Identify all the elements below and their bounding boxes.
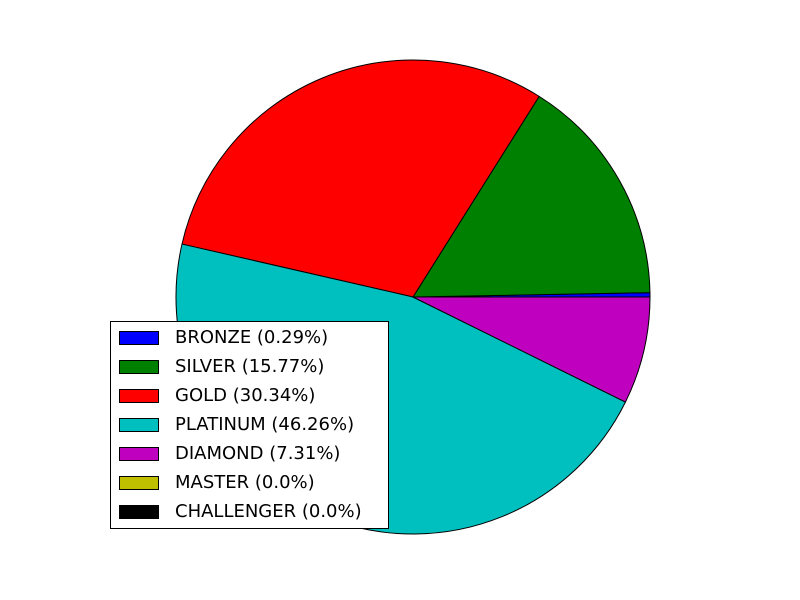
- legend-item-master: MASTER (0.0%): [111, 471, 388, 495]
- legend-label: PLATINUM (46.26%): [175, 414, 355, 435]
- legend-swatch: [119, 331, 159, 345]
- pie-slice-silver: [412, 95, 651, 298]
- legend-item-silver: SILVER (15.77%): [111, 355, 388, 379]
- legend-item-platinum: PLATINUM (46.26%): [111, 413, 388, 437]
- pie-slice-diamond: [412, 296, 651, 403]
- legend-item-gold: GOLD (30.34%): [111, 384, 388, 408]
- legend-item-diamond: DIAMOND (7.31%): [111, 442, 388, 466]
- legend-swatch: [119, 447, 159, 461]
- legend-label: DIAMOND (7.31%): [175, 443, 341, 464]
- legend-item-challenger: CHALLENGER (0.0%): [111, 500, 388, 524]
- legend-swatch: [119, 505, 159, 519]
- legend-label: GOLD (30.34%): [175, 385, 316, 406]
- legend-swatch: [119, 389, 159, 403]
- legend-swatch: [119, 418, 159, 432]
- legend-label: CHALLENGER (0.0%): [175, 501, 362, 522]
- legend-label: SILVER (15.77%): [175, 356, 325, 377]
- legend-label: BRONZE (0.29%): [175, 327, 329, 348]
- legend-swatch: [119, 476, 159, 490]
- legend: BRONZE (0.29%) SILVER (15.77%) GOLD (30.34…: [110, 321, 389, 529]
- legend-label: MASTER (0.0%): [175, 472, 315, 493]
- pie-slice-gold: [181, 59, 540, 298]
- legend-item-bronze: BRONZE (0.29%): [111, 326, 388, 350]
- legend-swatch: [119, 360, 159, 374]
